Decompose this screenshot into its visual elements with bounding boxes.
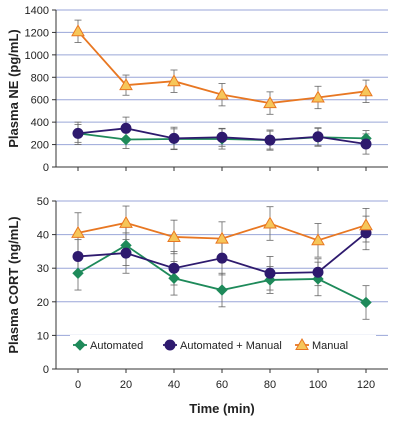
cort-panel-data-point bbox=[311, 233, 325, 246]
legend-label: Automated + Manual bbox=[180, 340, 282, 352]
ne-panel-data-point bbox=[120, 122, 132, 134]
legend-label: Automated bbox=[90, 340, 143, 352]
cort-panel-x-tick-label: 100 bbox=[309, 379, 327, 391]
cort-panel-y-tick-label: 50 bbox=[37, 196, 49, 208]
ne-panel-y-tick-label: 1000 bbox=[25, 50, 49, 62]
ne-panel-data-point bbox=[120, 133, 132, 146]
legend-swatch-marker bbox=[164, 339, 176, 351]
ne-panel-y-tick-label: 400 bbox=[31, 117, 49, 129]
cort-panel-x-tick-label: 40 bbox=[168, 379, 180, 391]
ne-panel-data-point bbox=[119, 78, 133, 91]
legend-label: Manual bbox=[312, 340, 348, 352]
cort-panel-y-tick-label: 10 bbox=[37, 330, 49, 342]
ne-panel-y-tick-label: 600 bbox=[31, 95, 49, 107]
cort-panel-y-tick-label: 30 bbox=[37, 263, 49, 275]
ne-panel-y-tick-label: 800 bbox=[31, 72, 49, 84]
cort-panel-x-tick-label: 80 bbox=[264, 379, 276, 391]
cort-panel-x-axis-label: Time (min) bbox=[189, 401, 255, 416]
cort-panel-x-tick-label: 120 bbox=[357, 379, 375, 391]
cort-panel-data-point bbox=[216, 284, 228, 296]
cort-panel-data-point bbox=[263, 216, 277, 229]
cort-panel-data-point bbox=[312, 266, 324, 278]
cort-panel-data-point bbox=[215, 231, 229, 244]
cort-panel-data-point bbox=[72, 267, 84, 279]
ne-panel-data-point bbox=[312, 131, 324, 143]
cort-panel-data-point bbox=[359, 218, 373, 231]
cort-panel-data-point bbox=[168, 262, 180, 274]
ne-panel-data-point bbox=[71, 24, 85, 37]
cort-panel-data-point bbox=[360, 296, 372, 309]
cort-panel-x-tick-label: 0 bbox=[75, 379, 81, 391]
legend-swatch-marker bbox=[74, 339, 86, 351]
cort-panel-data-point bbox=[167, 229, 181, 242]
ne-panel-data-point bbox=[216, 131, 228, 143]
ne-panel-data-point bbox=[167, 74, 181, 87]
cort-panel-data-point bbox=[72, 250, 84, 262]
ne-panel-data-point bbox=[263, 96, 277, 109]
cort-panel-data-point bbox=[71, 225, 85, 238]
ne-panel-y-tick-label: 1200 bbox=[25, 27, 49, 39]
ne-panel-data-point bbox=[359, 84, 373, 97]
ne-panel-data-point bbox=[311, 90, 325, 103]
ne-panel-data-point bbox=[72, 127, 84, 139]
cort-panel-data-point bbox=[168, 272, 180, 284]
cort-panel-y-tick-label: 20 bbox=[37, 297, 49, 309]
cort-panel-data-point bbox=[119, 215, 133, 228]
ne-panel-data-point bbox=[215, 87, 229, 100]
cort-panel-y-tick-label: 40 bbox=[37, 230, 49, 242]
ne-panel-y-axis-label: Plasma NE (pg/mL) bbox=[6, 29, 21, 147]
cort-panel-data-point bbox=[120, 247, 132, 259]
cort-panel-y-tick-label: 0 bbox=[43, 364, 49, 376]
ne-panel-data-point bbox=[360, 138, 372, 150]
ne-panel-data-point bbox=[168, 132, 180, 144]
legend-swatch-marker bbox=[295, 337, 309, 350]
cort-panel-y-axis-label: Plasma CORT (ng/mL) bbox=[6, 216, 21, 353]
ne-panel-y-tick-label: 0 bbox=[43, 162, 49, 174]
cort-panel-x-tick-label: 60 bbox=[216, 379, 228, 391]
ne-panel-y-tick-label: 1400 bbox=[25, 5, 49, 17]
cort-panel-x-tick-label: 20 bbox=[120, 379, 132, 391]
cort-panel-data-point bbox=[264, 267, 276, 279]
cort-panel-data-point bbox=[216, 252, 228, 264]
ne-panel-y-tick-label: 200 bbox=[31, 140, 49, 152]
ne-panel-data-point bbox=[264, 134, 276, 146]
